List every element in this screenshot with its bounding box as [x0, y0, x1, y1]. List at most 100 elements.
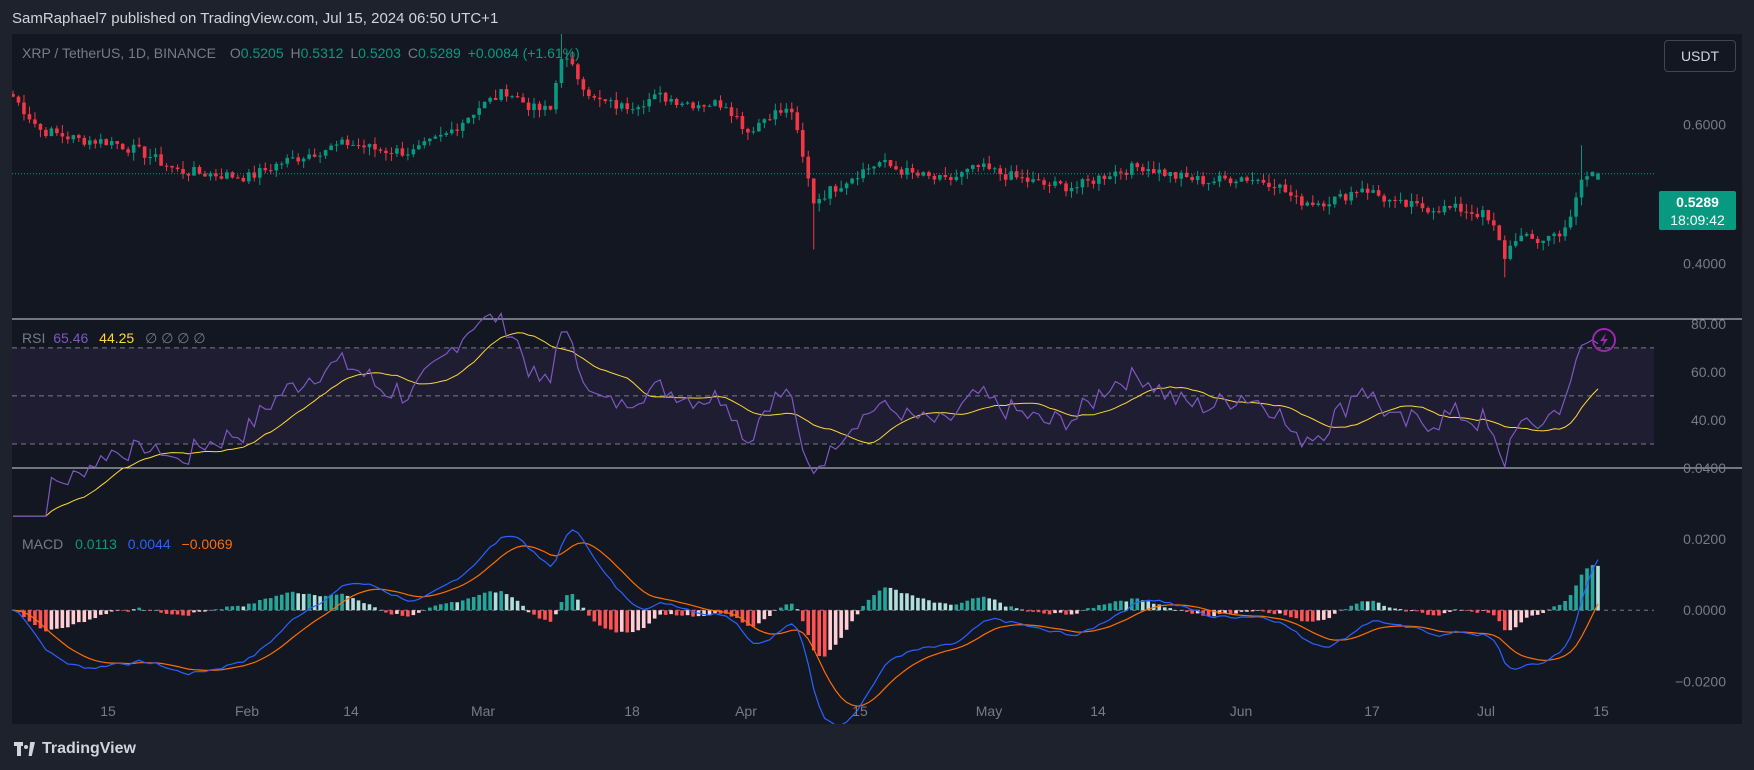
chart-frame[interactable]: 0.70000.60000.400080.0060.0040.000.04000… [12, 34, 1742, 724]
macd-histogram-bar [1459, 610, 1463, 611]
macd-histogram-bar [537, 610, 542, 619]
candle-body [1228, 178, 1233, 184]
currency-button[interactable]: USDT [1664, 40, 1736, 72]
macd-histogram-bar [1157, 604, 1162, 611]
time-axis-label: 14 [343, 703, 359, 719]
high-value: 0.5312 [300, 45, 344, 61]
rsi-axis-label: 60.00 [1691, 364, 1726, 380]
macd-histogram-bar [1535, 610, 1540, 615]
rsi-legend: RSI 65.46 44.25 ∅ ∅ ∅ ∅ [22, 330, 213, 347]
chart-svg[interactable]: 0.70000.60000.400080.0060.0040.000.04000… [12, 34, 1742, 724]
candle-body [1497, 225, 1502, 241]
macd-histogram-bar [839, 610, 843, 638]
candle-body [285, 157, 290, 164]
macd-histogram-bar [1091, 607, 1096, 611]
lightning-icon-circle[interactable] [1592, 328, 1616, 352]
candle-body [1393, 199, 1397, 201]
candle-body [1420, 203, 1425, 209]
candle-body [1409, 201, 1414, 207]
candle-body [1387, 199, 1392, 202]
candle-body [411, 149, 416, 155]
macd-line [12, 529, 1599, 724]
macd-histogram-bar [449, 602, 454, 611]
lightning-icon[interactable] [1600, 333, 1608, 347]
macd-histogram-bar [932, 602, 937, 611]
candle-body [406, 154, 410, 156]
candle-body [1124, 172, 1129, 175]
symbol-legend: XRP / TetherUS, 1D, BINANCE O0.5205 H0.5… [22, 45, 583, 61]
macd-histogram-bar [746, 610, 750, 626]
candle-body [861, 169, 865, 179]
macd-histogram-bar [1415, 610, 1419, 612]
macd-histogram-bar [263, 598, 268, 611]
macd-histogram-bar [203, 610, 207, 612]
macd-histogram-bar [1195, 610, 1200, 614]
candle-body [1535, 238, 1540, 243]
macd-histogram-bar [647, 610, 651, 624]
macd-histogram-bar [927, 600, 931, 611]
macd-histogram-bar [1206, 610, 1211, 617]
macd-histogram-bar [1025, 610, 1030, 612]
macd-histogram-bar [784, 604, 789, 611]
candle-body [559, 59, 564, 84]
candle-body [1585, 176, 1589, 180]
candle-body [471, 114, 476, 118]
macd-histogram-bar [976, 597, 981, 611]
macd-histogram-bar [1453, 609, 1458, 611]
candle-body [938, 175, 942, 180]
candle-body [751, 131, 756, 133]
candle-body [877, 162, 882, 167]
candle-body [77, 135, 81, 138]
tradingview-logo[interactable]: TradingView [14, 740, 136, 758]
candle-body [1398, 199, 1403, 201]
macd-histogram-bar [389, 610, 394, 615]
candle-body [312, 154, 317, 157]
macd-histogram-bar [384, 610, 388, 613]
macd-histogram-bar [899, 593, 904, 611]
tradingview-logo-icon [14, 742, 36, 756]
macd-histogram-bar [236, 605, 240, 611]
macd-histogram-bar [1031, 610, 1035, 612]
candle-body [389, 153, 394, 155]
macd-histogram-bar [850, 610, 854, 622]
macd-histogram-bar [1223, 610, 1227, 613]
candle-body [1300, 196, 1304, 206]
candle-body [126, 149, 130, 153]
macd-histogram-bar [1470, 610, 1474, 612]
candle-body [438, 134, 443, 137]
candle-body [1245, 177, 1249, 181]
macd-histogram-bar [565, 595, 569, 611]
candle-body [323, 150, 328, 156]
candle-body [1563, 227, 1567, 237]
macd-histogram-bar [619, 610, 624, 632]
candle-body [93, 140, 98, 144]
candle-body [192, 167, 196, 176]
macd-histogram-bar [1009, 606, 1013, 611]
candle-body [1502, 240, 1507, 259]
candle-body [1173, 172, 1178, 179]
candle-body [965, 168, 970, 173]
candle-body [883, 160, 887, 163]
macd-histogram-bar [1464, 610, 1469, 611]
macd-histogram-bar [1042, 610, 1046, 614]
candle-body [1113, 171, 1118, 177]
candle-body [1524, 233, 1529, 236]
macd-histogram-bar [960, 602, 964, 611]
macd-histogram-bar [614, 610, 619, 633]
price-axis-label: 0.6000 [1683, 116, 1726, 132]
macd-histogram-bar [1124, 601, 1129, 611]
macd-axis-label: 0.0400 [1683, 460, 1726, 476]
candle-body [789, 108, 794, 113]
candle-body [49, 128, 54, 137]
candle-body [757, 122, 761, 132]
candle-body [367, 144, 372, 148]
publisher-text: SamRaphael7 published on TradingView.com… [12, 10, 499, 27]
macd-histogram-bar [1481, 610, 1485, 611]
candle-body [1289, 192, 1293, 196]
macd-histogram-bar [1228, 610, 1233, 614]
macd-histogram-bar [762, 610, 767, 620]
candle-body [214, 173, 218, 177]
candle-body [740, 116, 745, 129]
candle-body [674, 98, 679, 106]
macd-histogram-bar [855, 610, 860, 615]
